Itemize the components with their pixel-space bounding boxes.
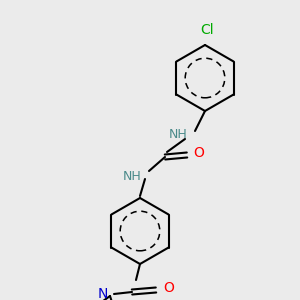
Text: N: N [98, 287, 108, 300]
Text: O: O [163, 281, 174, 295]
Text: O: O [193, 146, 204, 160]
Text: NH: NH [168, 128, 187, 142]
Text: Cl: Cl [200, 23, 214, 37]
Text: NH: NH [122, 170, 141, 184]
